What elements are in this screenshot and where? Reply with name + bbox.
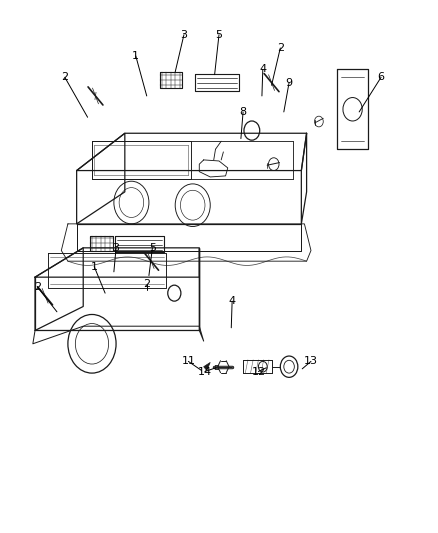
Text: 5: 5 <box>149 243 156 253</box>
Text: 3: 3 <box>113 243 120 253</box>
Text: 1: 1 <box>91 262 98 271</box>
Text: 2: 2 <box>277 43 284 53</box>
Text: 8: 8 <box>240 107 247 117</box>
Polygon shape <box>204 362 210 370</box>
Text: 11: 11 <box>181 357 195 366</box>
Text: 12: 12 <box>251 367 265 376</box>
Text: 13: 13 <box>304 357 318 366</box>
Text: 2: 2 <box>61 72 68 82</box>
Text: 5: 5 <box>215 30 223 39</box>
Text: 9: 9 <box>286 78 293 87</box>
Text: 4: 4 <box>259 64 266 74</box>
Text: 1: 1 <box>132 51 139 61</box>
Text: 4: 4 <box>229 296 236 306</box>
Text: 3: 3 <box>180 30 187 39</box>
Text: 2: 2 <box>34 282 41 292</box>
Text: 2: 2 <box>143 279 150 288</box>
Text: 6: 6 <box>378 72 385 82</box>
Text: 14: 14 <box>198 367 212 376</box>
